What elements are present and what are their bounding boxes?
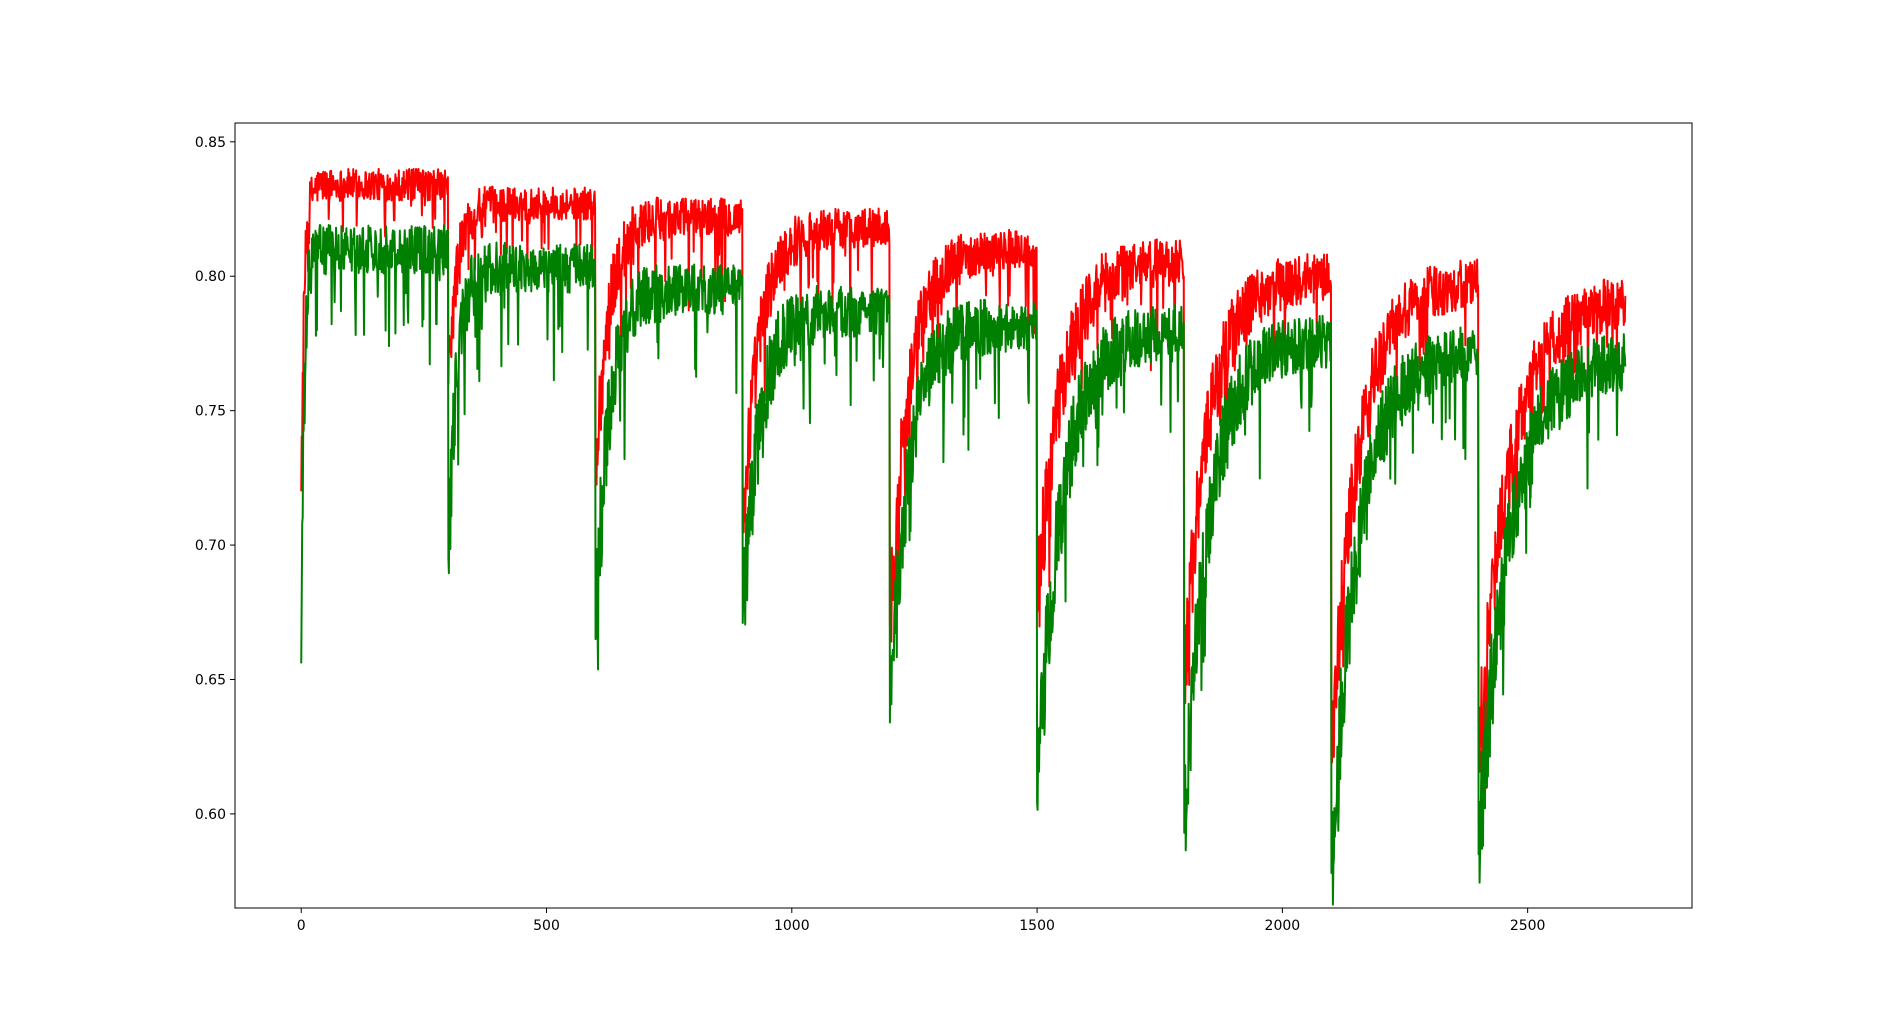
- x-tick-label: 1500: [1019, 918, 1055, 934]
- y-tick-label: 0.80: [195, 269, 226, 285]
- y-tick-label: 0.70: [195, 538, 226, 554]
- x-tick-label: 0: [297, 918, 306, 934]
- y-axis: 0.60 0.65 0.70 0.75 0.80 0.85: [195, 135, 235, 823]
- x-tick-label: 2000: [1265, 918, 1301, 934]
- series-layer: [300, 167, 1627, 906]
- y-tick-label: 0.60: [195, 807, 226, 823]
- x-tick-label: 2500: [1510, 918, 1546, 934]
- series-line-green: [300, 223, 1627, 906]
- x-axis: 0 500 1000 1500 2000 2500: [297, 908, 1546, 934]
- axes-frame: [234, 122, 1693, 909]
- x-tick-label: 500: [533, 918, 560, 934]
- series-line-red: [300, 167, 1627, 789]
- x-tick-label: 1000: [774, 918, 810, 934]
- y-tick-label: 0.85: [195, 135, 226, 151]
- y-tick-label: 0.65: [195, 672, 226, 688]
- y-tick-label: 0.75: [195, 404, 226, 420]
